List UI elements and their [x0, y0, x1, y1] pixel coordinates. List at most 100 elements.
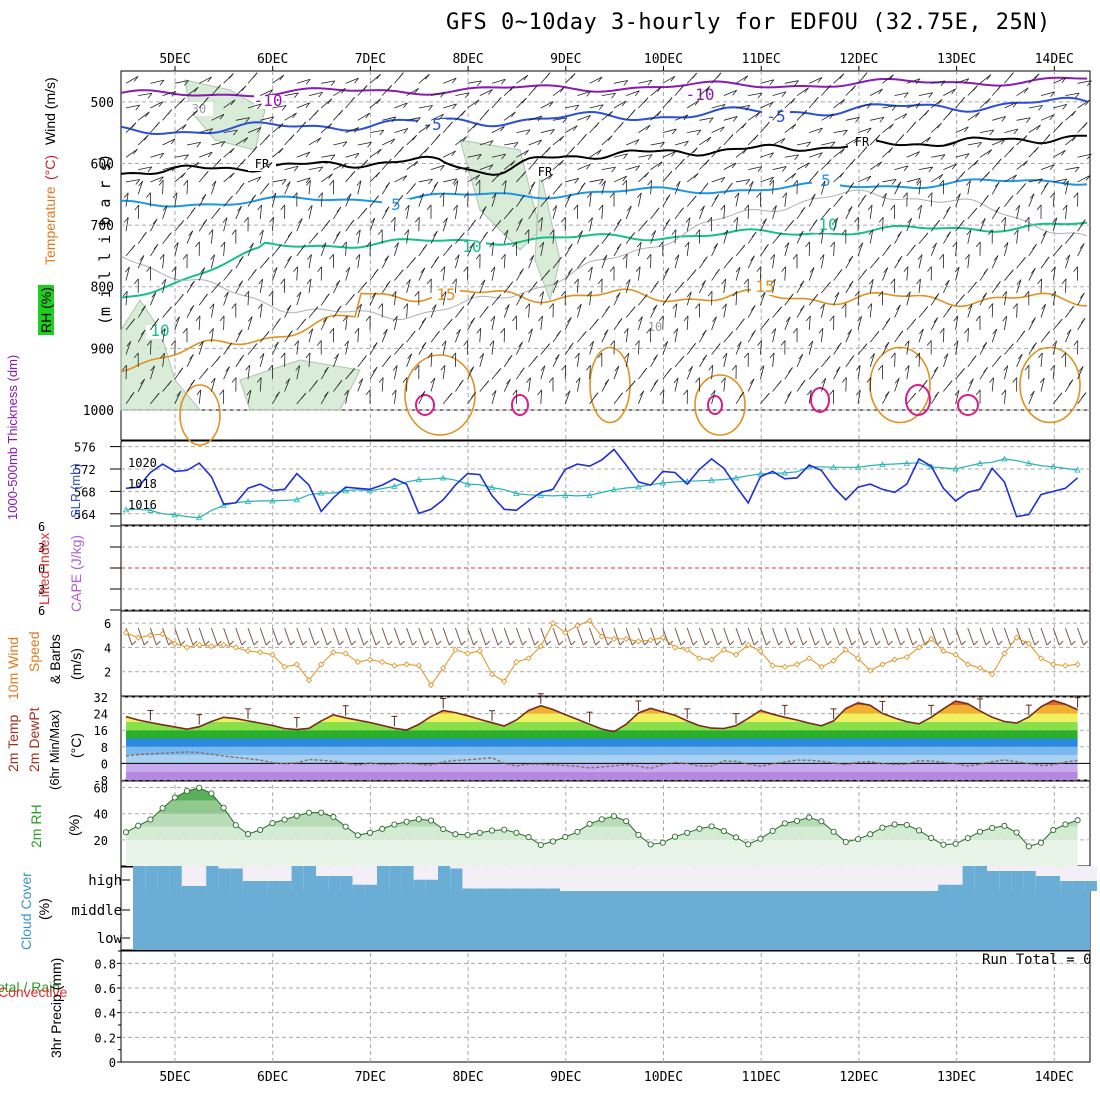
wind10-marker: [928, 635, 935, 642]
wind-barb: [662, 389, 665, 404]
wind-barb-flag: [297, 218, 303, 224]
wind-barb: [1016, 117, 1031, 121]
wind-barb: [345, 267, 351, 281]
wind-barb: [662, 128, 677, 134]
wind-barb-flag: [1050, 364, 1055, 371]
temp-band: [126, 721, 1078, 731]
wind-barb-flag: [1081, 392, 1087, 398]
wind-barb-flag: [533, 355, 538, 362]
rh-marker: [391, 821, 398, 828]
wind-barb: [1028, 268, 1036, 281]
rh-marker: [745, 841, 752, 848]
wind-barb-flag: [882, 192, 887, 199]
wind-barb: [247, 242, 254, 257]
wind-barb-flag: [289, 134, 295, 140]
wind-barb: [735, 291, 738, 306]
wind-barb-flag: [301, 318, 306, 325]
wind-barb-flag: [745, 179, 751, 185]
wind-barb-flag: [862, 343, 868, 350]
wind-barb: [272, 341, 279, 355]
wind-barb: [833, 241, 835, 256]
wind-barb-flag: [268, 364, 273, 371]
wind10-barb-flag: [436, 640, 442, 646]
wind-barb-flag: [663, 341, 668, 347]
wind-barb-flag: [960, 171, 966, 177]
wind-barb-flag: [243, 137, 249, 143]
cloud-high-cover: [523, 888, 536, 891]
wind-barb-flag: [878, 364, 883, 371]
wind-barb: [784, 154, 799, 158]
wind-barb-flag: [430, 377, 436, 384]
cloud-high-clear: [462, 866, 475, 891]
wind10-marker: [842, 646, 849, 653]
wind-barb-flag: [841, 303, 847, 309]
wind-barb: [869, 279, 874, 293]
wind10-barb-flag: [351, 640, 356, 646]
wind-barb-flag: [987, 229, 993, 235]
wind-barb-flag: [624, 352, 630, 359]
wind-barb: [711, 365, 714, 380]
wind10-barb-flag: [1058, 640, 1064, 646]
rh-marker: [318, 809, 325, 816]
x-tick-top: 7DEC: [355, 52, 386, 67]
wind-barb-flag: [601, 180, 606, 187]
wind-barb: [186, 354, 194, 368]
wind-barb: [772, 279, 776, 293]
wind10-marker: [159, 631, 166, 638]
x-tick-top: 14DEC: [1035, 52, 1074, 67]
wind-barb-flag: [821, 377, 827, 384]
wind-barb-flag: [272, 267, 278, 273]
wind-barb: [357, 112, 370, 121]
wind-barb: [613, 100, 627, 109]
wind-barb-flag: [915, 352, 920, 359]
wind10-barb: [833, 627, 841, 646]
wind-barb: [772, 352, 775, 367]
wind-barb-flag: [1045, 134, 1051, 140]
rh-marker: [1013, 829, 1020, 836]
x-tick-bottom: 13DEC: [937, 1070, 976, 1085]
wind-barb-flag: [1071, 110, 1077, 117]
x-tick-top: 5DEC: [159, 52, 190, 67]
wind-barb: [748, 166, 762, 171]
rh-marker: [488, 827, 496, 834]
wind-barb: [235, 137, 248, 146]
wind10-barb: [1028, 627, 1036, 646]
wind-barb-flag: [696, 129, 702, 136]
wind10-barb-flag: [790, 640, 796, 646]
thickness-marker: [122, 506, 130, 513]
wind-barb: [125, 75, 139, 84]
wind-barb: [503, 254, 506, 269]
wind10-marker: [427, 682, 435, 689]
wind-barb-flag: [383, 328, 388, 335]
wind-barb-flag: [982, 292, 987, 299]
wind-barb-flag: [750, 255, 755, 261]
wind-barb-flag: [720, 126, 725, 133]
wind-barb-flag: [145, 111, 150, 118]
wind-barb: [882, 341, 890, 355]
wind-barb-flag: [1069, 232, 1075, 238]
wind-barb: [955, 266, 960, 281]
wind-barb-flag: [354, 327, 360, 334]
wind-barb: [321, 154, 336, 158]
wind-barb: [699, 117, 714, 121]
wind-barb-flag: [614, 365, 620, 372]
wind10-barb: [296, 627, 304, 646]
wind-barb-flag: [691, 269, 697, 275]
wind-barb: [711, 316, 717, 331]
rh-marker: [623, 818, 630, 825]
thickness-tick: 568: [74, 485, 96, 499]
wind-barb-flag: [764, 318, 770, 325]
wind-barb-flag: [1030, 390, 1035, 397]
contour-plus10: [120, 221, 1088, 299]
wind-barb-flag: [548, 377, 554, 383]
wind-barb: [467, 174, 480, 183]
thickness-marker: [488, 484, 496, 490]
wind10-barb-flag: [753, 640, 759, 646]
wind10-barb-flag: [363, 640, 369, 646]
wind-barb-flag: [538, 315, 543, 322]
wind-barb: [211, 141, 226, 146]
wind-barb-flag: [366, 241, 371, 248]
rh-bands: [126, 787, 1078, 866]
wind-barb-flag: [203, 170, 209, 177]
wind-barb-flag: [791, 172, 797, 179]
